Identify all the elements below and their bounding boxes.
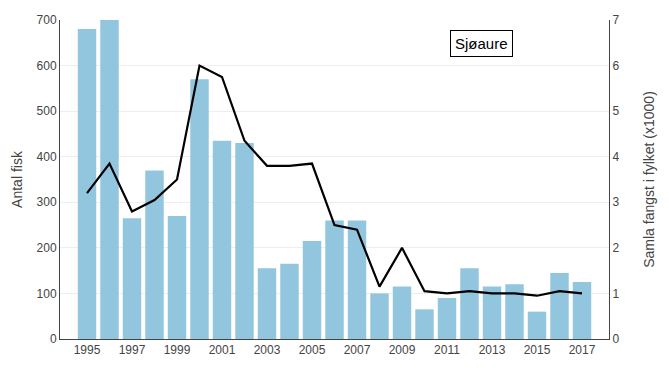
- svg-text:2011: 2011: [434, 343, 460, 357]
- svg-text:1: 1: [612, 287, 619, 301]
- svg-text:6: 6: [612, 59, 619, 73]
- svg-text:2001: 2001: [209, 343, 236, 357]
- svg-text:300: 300: [37, 195, 57, 209]
- svg-text:100: 100: [37, 287, 57, 301]
- svg-text:2003: 2003: [254, 343, 281, 357]
- svg-text:200: 200: [37, 241, 57, 255]
- svg-text:7: 7: [612, 13, 619, 27]
- svg-text:0: 0: [50, 332, 57, 346]
- svg-text:2013: 2013: [479, 343, 506, 357]
- svg-text:1999: 1999: [164, 343, 191, 357]
- svg-text:2009: 2009: [389, 343, 416, 357]
- svg-text:1995: 1995: [74, 343, 101, 357]
- svg-text:1997: 1997: [119, 343, 146, 357]
- svg-text:600: 600: [37, 59, 57, 73]
- svg-text:400: 400: [37, 150, 57, 164]
- svg-text:2015: 2015: [524, 343, 551, 357]
- svg-text:700: 700: [37, 13, 57, 27]
- svg-text:Antal fisk: Antal fisk: [9, 150, 25, 208]
- svg-text:0: 0: [612, 332, 619, 346]
- svg-text:2017: 2017: [569, 343, 596, 357]
- svg-text:2007: 2007: [344, 343, 371, 357]
- svg-text:3: 3: [612, 195, 619, 209]
- svg-text:500: 500: [37, 104, 57, 118]
- svg-text:4: 4: [612, 150, 619, 164]
- svg-text:5: 5: [612, 104, 619, 118]
- svg-text:Sjøaure: Sjøaure: [455, 35, 508, 52]
- svg-text:2: 2: [612, 241, 619, 255]
- svg-text:2005: 2005: [299, 343, 326, 357]
- svg-text:Samla fangst i fylket (x1000): Samla fangst i fylket (x1000): [641, 91, 657, 268]
